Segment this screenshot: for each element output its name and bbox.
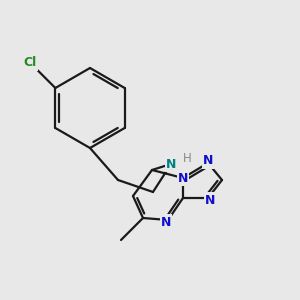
Text: N: N — [178, 172, 188, 184]
Text: N: N — [161, 215, 171, 229]
Text: N: N — [203, 154, 213, 167]
Text: H: H — [183, 152, 191, 164]
Text: N: N — [166, 158, 176, 170]
Text: N: N — [205, 194, 215, 206]
Text: Cl: Cl — [24, 56, 37, 70]
